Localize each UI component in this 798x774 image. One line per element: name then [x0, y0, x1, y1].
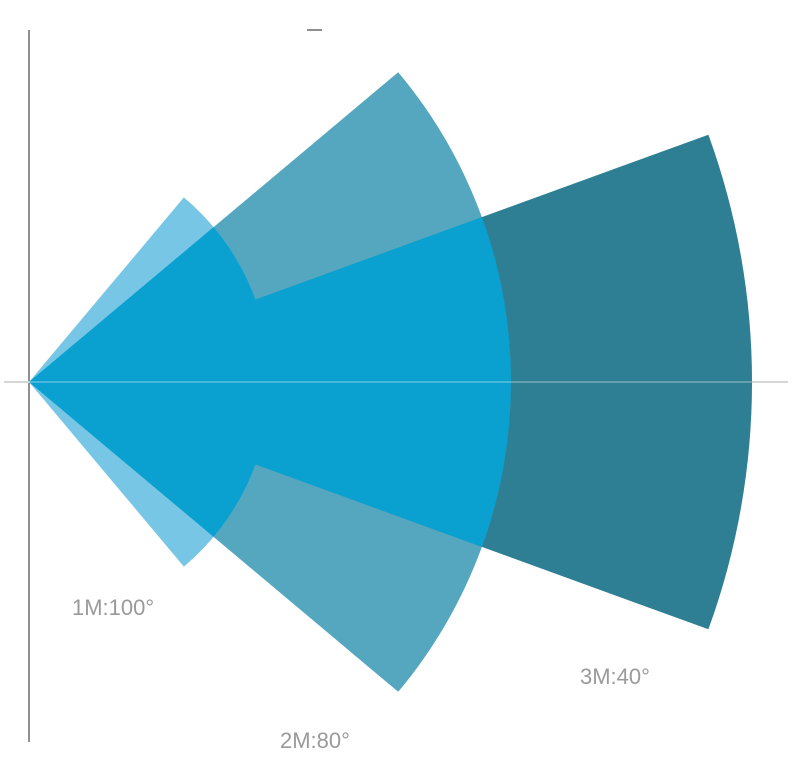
overlap-3m-in-2m [29, 134, 511, 630]
overlap-region-1m [29, 197, 270, 567]
overlap-2m-in-1m [29, 197, 270, 567]
overlap-region-2m [29, 134, 511, 630]
label-1m: 1M:100° [72, 595, 154, 620]
label-2m: 2M:80° [280, 728, 350, 753]
label-3m: 3M:40° [580, 664, 650, 689]
